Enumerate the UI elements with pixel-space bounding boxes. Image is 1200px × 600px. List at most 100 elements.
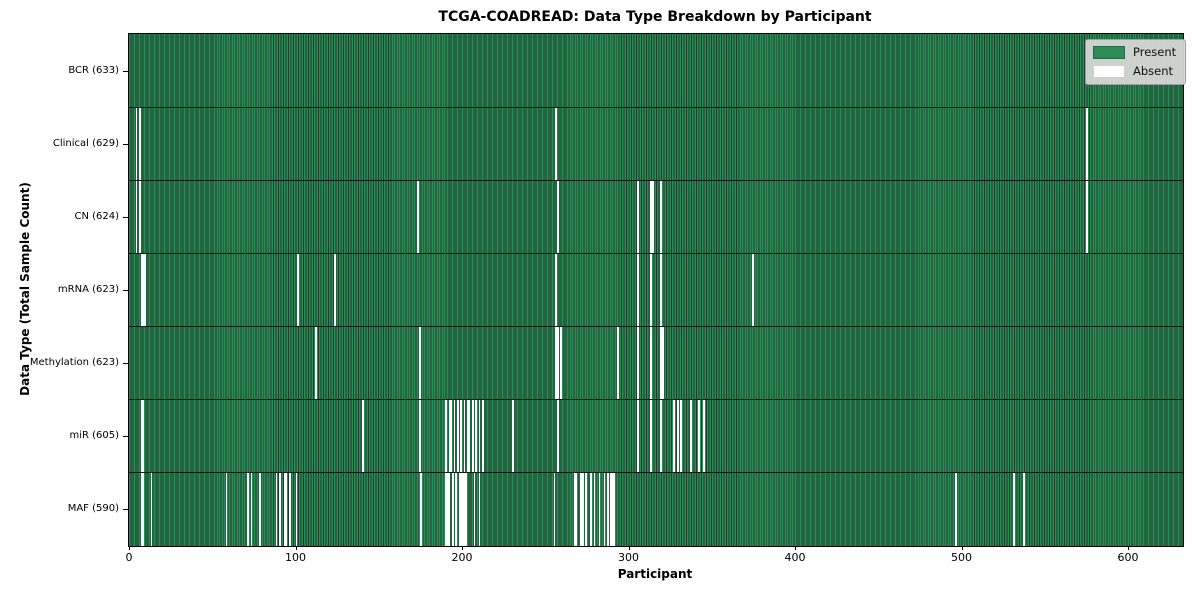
absent-stripe <box>555 326 558 400</box>
absent-stripe <box>333 253 336 327</box>
absent-stripe <box>1023 472 1025 546</box>
absent-stripe <box>598 472 601 546</box>
absent-stripe <box>445 472 448 546</box>
absent-stripe <box>420 472 423 546</box>
y-axis-label: Data Type (Total Sample Count) <box>18 182 32 396</box>
absent-stripe <box>555 253 558 327</box>
absent-stripe <box>247 472 250 546</box>
absent-stripe <box>580 472 583 546</box>
x-tick-label: 200 <box>451 551 473 564</box>
absent-stripe <box>636 180 639 254</box>
absent-stripe <box>553 472 556 546</box>
plot-area <box>128 33 1184 547</box>
absent-stripe <box>418 399 421 473</box>
absent-stripe <box>636 399 639 473</box>
absent-stripe <box>585 472 588 546</box>
absent-stripe <box>140 472 143 546</box>
absent-stripe <box>142 399 145 473</box>
absent-stripe <box>660 326 662 400</box>
absent-stripe <box>295 472 298 546</box>
legend-item-present: Present <box>1093 46 1176 59</box>
absent-stripe <box>575 472 578 546</box>
absent-stripe <box>452 472 454 546</box>
absent-stripe <box>138 107 141 181</box>
absent-stripe <box>593 472 596 546</box>
x-tick-mark <box>129 546 130 550</box>
y-tick-label-clinical: Clinical (629) <box>52 137 119 149</box>
absent-stripe <box>636 253 639 327</box>
y-tick-mark <box>123 143 128 145</box>
present-swatch-icon <box>1093 46 1125 59</box>
absent-stripe <box>453 399 456 473</box>
absent-stripe <box>573 472 576 546</box>
absent-stripe <box>143 253 146 327</box>
absent-stripe <box>457 399 459 473</box>
absent-stripe <box>511 399 514 473</box>
absent-stripe <box>478 399 481 473</box>
x-tick-label: 500 <box>951 551 973 564</box>
x-tick-label: 600 <box>1117 551 1139 564</box>
absent-stripe <box>1086 107 1089 181</box>
y-tick-label-mrna: mRNA (623) <box>57 284 119 295</box>
absent-stripe <box>297 253 299 327</box>
absent-stripe <box>462 472 464 546</box>
absent-stripe <box>698 399 701 473</box>
row-separator <box>129 179 1183 181</box>
legend-present-label: Present <box>1133 45 1177 59</box>
absent-stripe <box>278 472 281 546</box>
absent-stripe <box>250 472 253 546</box>
absent-stripe <box>478 472 481 546</box>
absent-stripe <box>556 326 559 400</box>
y-tick-label-mir: miR (605) <box>69 430 119 442</box>
x-axis-label: Participant <box>617 567 693 581</box>
absent-stripe <box>603 472 606 546</box>
absent-stripe <box>468 399 471 473</box>
presence-row-mrna <box>129 253 1183 327</box>
absent-stripe <box>460 399 463 473</box>
absent-stripe <box>954 472 957 546</box>
absent-stripe <box>555 107 558 181</box>
absent-stripe <box>285 472 288 546</box>
absent-stripe <box>581 472 584 546</box>
absent-stripe <box>450 399 453 473</box>
absent-stripe <box>455 472 458 546</box>
absent-stripe <box>467 399 469 473</box>
chart-title: TCGA-COADREAD: Data Type Breakdown by Pa… <box>438 9 872 25</box>
absent-stripe <box>1086 180 1089 254</box>
x-tick-label: 0 <box>125 551 133 564</box>
absent-stripe <box>140 253 143 327</box>
absent-stripe <box>590 472 593 546</box>
absent-stripe <box>475 399 478 473</box>
absent-stripe <box>418 326 421 400</box>
absent-stripe <box>448 399 451 473</box>
x-tick-label: 400 <box>784 551 806 564</box>
absent-stripe <box>458 472 461 546</box>
absent-stripe <box>258 472 261 546</box>
absent-stripe <box>448 472 451 546</box>
legend: Present Absent <box>1085 39 1187 85</box>
y-tick-mark <box>123 216 128 218</box>
absent-stripe <box>473 472 476 546</box>
absent-stripe <box>673 399 676 473</box>
absent-stripe <box>150 472 153 546</box>
absent-stripe <box>661 326 664 400</box>
absent-stripe <box>472 399 474 473</box>
row-separator <box>129 472 1183 474</box>
absent-stripe <box>556 180 559 254</box>
absent-stripe <box>225 472 228 546</box>
absent-swatch-icon <box>1093 65 1125 78</box>
absent-stripe <box>751 253 754 327</box>
x-tick-mark <box>295 546 297 550</box>
y-tick-label-maf: MAF (590) <box>67 503 119 515</box>
absent-stripe <box>660 253 662 327</box>
presence-row-maf <box>129 472 1183 546</box>
absent-stripe <box>676 399 679 473</box>
absent-stripe <box>650 180 652 254</box>
y-tick-mark <box>123 436 128 438</box>
absent-stripe <box>690 399 692 473</box>
absent-stripe <box>445 399 448 473</box>
absent-stripe <box>651 180 654 254</box>
row-separator <box>129 106 1183 108</box>
row-separator <box>129 399 1183 401</box>
